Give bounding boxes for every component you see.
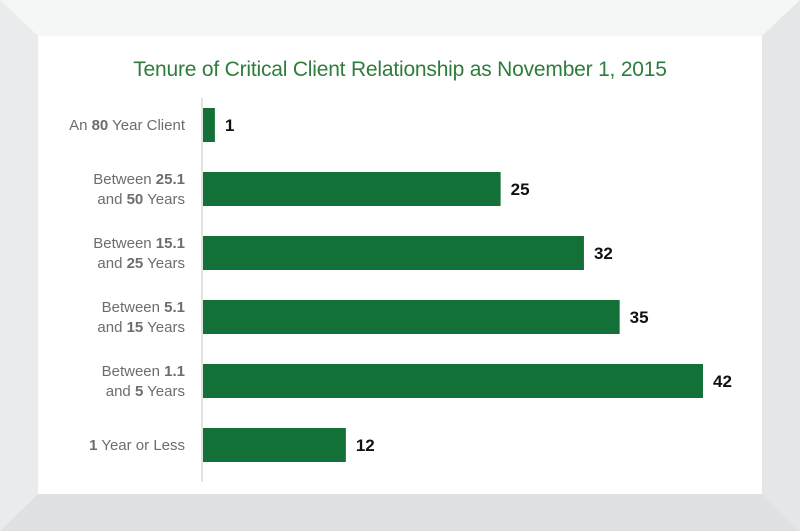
category-label: Between 5.1 and 15 Years [97,299,185,336]
data-label: 25 [511,180,530,199]
category-label-segment: Between [93,235,156,252]
category-label-segment: Between [102,363,165,380]
category-label-segment: 5 [135,383,143,400]
category-label-line: and 50 Years [97,191,185,208]
bar [203,172,501,206]
category-label-segment: Years [143,319,185,336]
category-label: An 80 Year Client [69,117,186,134]
category-label-segment: Year Client [108,117,186,134]
category-label-segment: 5.1 [164,299,185,316]
category-label-segment: Year or Less [97,437,185,454]
data-label: 42 [713,372,732,391]
data-label: 35 [630,308,649,327]
data-label: 32 [594,244,613,263]
category-label-line: Between 1.1 [102,363,185,380]
category-label-segment: An [69,117,92,134]
category-label-segment: Between [102,299,165,316]
bar [203,428,346,462]
category-label-segment: 25.1 [156,171,185,188]
category-label-segment: Years [143,255,185,272]
category-label-segment: 25 [127,255,144,272]
bar [203,236,584,270]
category-label-line: and 25 Years [97,255,185,272]
category-label-segment: 15.1 [156,235,185,252]
category-label-segment: 1.1 [164,363,185,380]
category-label: Between 15.1 and 25 Years [93,235,185,272]
category-label-segment: and [97,191,126,208]
category-label: Between 1.1 and 5 Years [102,363,185,400]
category-label: Between 25.1 and 50 Years [93,171,185,208]
bar [203,364,703,398]
category-label-segment: Years [143,191,185,208]
category-label-segment: Between [93,171,156,188]
category-label-line: Between 25.1 [93,171,185,188]
category-label-line: Between 15.1 [93,235,185,252]
category-label-segment: 50 [127,191,144,208]
category-label-segment: 1 [89,437,97,454]
category-label-line: Between 5.1 [102,299,185,316]
category-label-line: 1 Year or Less [89,437,185,454]
bar [203,108,215,142]
category-label-segment: 15 [127,319,144,336]
category-label-segment: and [97,255,126,272]
category-label-line: and 15 Years [97,319,185,336]
chart-title: Tenure of Critical Client Relationship a… [133,58,667,81]
category-label-segment: and [97,319,126,336]
category-label: 1 Year or Less [89,437,185,454]
bar [203,300,620,334]
data-label: 1 [225,116,234,135]
category-label-line: and 5 Years [106,383,185,400]
category-label-segment: and [106,383,135,400]
category-label-segment: 80 [92,117,109,134]
category-label-line: An 80 Year Client [69,117,186,134]
category-label-segment: Years [143,383,185,400]
data-label: 12 [356,436,375,455]
